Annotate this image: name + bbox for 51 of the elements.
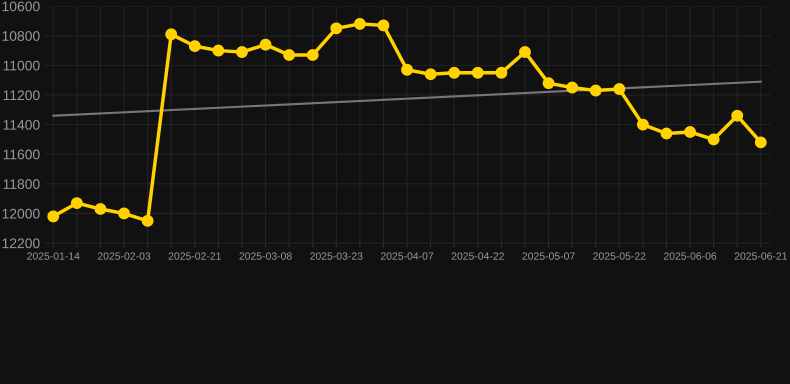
point — [401, 64, 413, 76]
point — [590, 84, 602, 96]
y-tick-label: 12200 — [2, 238, 40, 248]
point — [330, 22, 342, 34]
point — [660, 128, 672, 140]
x-tick-label: 2025-02-21 — [168, 252, 221, 260]
point — [566, 82, 578, 94]
point — [354, 18, 366, 30]
x-tick-label: 2025-06-06 — [664, 252, 716, 260]
y-tick-label: 11400 — [4, 120, 40, 130]
point — [424, 68, 437, 80]
point — [236, 46, 248, 58]
point — [448, 66, 460, 79]
x-tick-label: 2025-05-07 — [522, 252, 575, 260]
x-tick-label: 2025-03-23 — [310, 252, 362, 260]
point — [684, 126, 696, 138]
y-tick-label: 11000 — [4, 60, 40, 71]
point — [165, 28, 178, 40]
y-tick-label: 10800 — [2, 31, 40, 41]
x-tick-label: 2025-05-22 — [593, 252, 646, 260]
point — [188, 40, 201, 52]
point — [94, 203, 106, 215]
y-tick-label: 11200 — [4, 90, 40, 100]
point — [613, 83, 626, 95]
point — [260, 38, 272, 51]
point — [636, 118, 649, 131]
y-tick-label: 11600 — [4, 150, 40, 160]
x-tick-label: 2025-04-07 — [380, 252, 434, 260]
point — [212, 44, 224, 56]
point — [495, 66, 508, 79]
point — [378, 19, 390, 32]
point — [519, 46, 531, 58]
point — [118, 208, 130, 220]
point — [754, 136, 767, 148]
point — [472, 66, 484, 79]
y-tick-label: 12000 — [2, 208, 40, 219]
x-tick-label: 2025-04-22 — [452, 252, 504, 260]
point — [142, 214, 154, 227]
x-tick-label: 2025-06-21 — [734, 252, 787, 260]
x-tick-label: 2025-03-08 — [239, 252, 292, 260]
point — [70, 197, 83, 209]
point — [731, 110, 744, 122]
point — [542, 77, 554, 90]
point — [306, 49, 319, 61]
y-tick-label: 11800 — [4, 179, 40, 190]
point — [708, 134, 720, 146]
y-tick-label: 10600 — [2, 1, 40, 12]
point — [283, 49, 296, 61]
x-tick-label: 2025-02-03 — [98, 252, 150, 260]
point — [47, 210, 60, 222]
x-tick-label: 2025-01-14 — [27, 252, 80, 260]
